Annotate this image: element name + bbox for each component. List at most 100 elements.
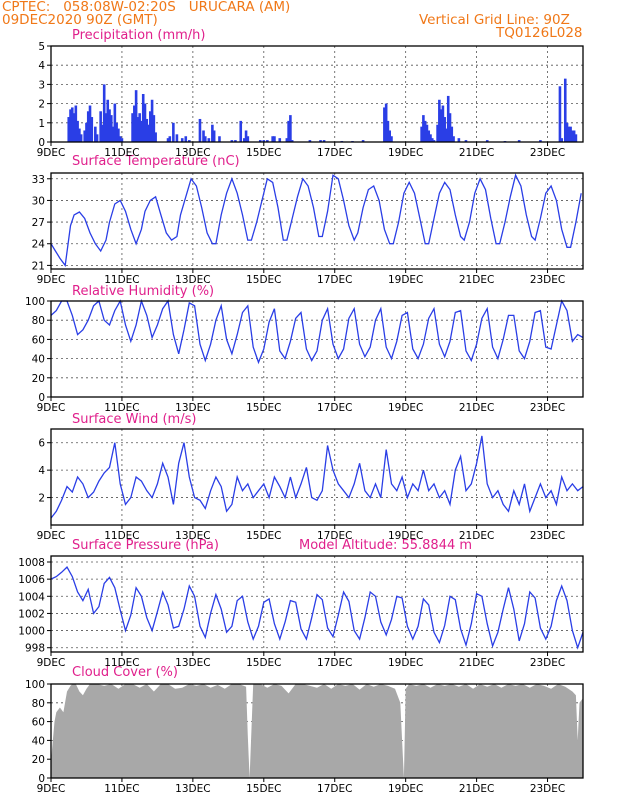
precip-bar <box>69 109 72 142</box>
precip-xtick-label: 15DEC <box>246 147 281 159</box>
rh-ytick-label: 80 <box>32 315 45 327</box>
precip-bar <box>149 111 152 142</box>
precip-bar <box>78 128 81 142</box>
precip-bar <box>118 136 122 142</box>
wind-ytick-label: 6 <box>38 438 45 450</box>
precip-bar <box>242 138 246 142</box>
precip-bar <box>244 130 248 142</box>
precip-bar <box>207 138 211 142</box>
pres-series-line <box>50 566 584 650</box>
precip-bar <box>558 86 562 142</box>
cloud-title: Cloud Cover (%) <box>72 665 178 680</box>
precip-bar <box>86 111 90 142</box>
wind-series-line <box>50 435 584 519</box>
precip-bar <box>76 120 79 142</box>
precip-bar <box>383 107 386 142</box>
precip-bar <box>111 126 115 142</box>
temp-xtick-label: 23DEC <box>530 274 565 286</box>
precip-bar <box>234 140 237 142</box>
rh-xtick-label: 19DEC <box>388 402 423 414</box>
precip-bar <box>143 103 147 142</box>
precip-bar <box>117 128 120 142</box>
rh-ytick-label: 40 <box>32 354 45 366</box>
precip-bar <box>131 113 134 142</box>
temp-ytick-label: 21 <box>32 260 45 272</box>
precip-bar <box>289 115 292 142</box>
cloud-panel: 0 20 40 60 80 100 9DEC 11DEC 13DEC 15DEC 17DEC 19DE… <box>25 679 584 795</box>
temp-panel: 21 24 27 30 33 9DEC 11DEC 13DEC 15DEC 17DEC 19DEC 2… <box>32 172 584 286</box>
precip-bar <box>152 115 156 142</box>
precip-bar <box>425 124 429 142</box>
precip-bar <box>147 124 150 142</box>
precip-bar <box>145 118 149 142</box>
precip-bar <box>427 130 431 142</box>
rh-series-line <box>50 298 584 365</box>
cloud-area <box>51 684 583 778</box>
precip-xtick-label: 13DEC <box>175 147 210 159</box>
precip-bar <box>134 90 138 142</box>
precip-bar <box>218 136 221 142</box>
cloud-xtick-label: 17DEC <box>317 783 352 795</box>
precip-bar <box>319 140 322 142</box>
precip-bar <box>539 140 542 142</box>
rh-ytick-label: 100 <box>25 296 45 308</box>
pres-ytick-label: 1002 <box>18 608 45 620</box>
cloud-ytick-label: 60 <box>32 717 45 729</box>
precip-bar <box>572 130 576 142</box>
precip-bar <box>565 122 569 142</box>
precip-bar <box>485 140 489 142</box>
cloud-frame <box>50 683 584 779</box>
precip-panel: 0 1 2 3 4 5 9DEC 11DEC 13DEC 15DEC 17DEC 19DEC 21DEC… <box>37 41 584 159</box>
precip-bar <box>445 128 448 142</box>
precip-bar <box>285 138 289 142</box>
rh-frame <box>50 300 584 398</box>
precip-bar <box>563 78 567 142</box>
precip-bar <box>138 113 141 142</box>
station-header: CPTEC: 058:08W-02:20S URUCARA (AM) <box>2 0 291 15</box>
precip-bar <box>430 138 434 142</box>
cloud-ytick-label: 0 <box>38 773 45 785</box>
cloud-xtick-label: 19DEC <box>388 783 423 795</box>
precip-bar <box>438 99 441 142</box>
precip-bar <box>569 126 572 142</box>
precip-bar <box>517 140 521 142</box>
cloud-xtick-label: 21DEC <box>459 783 494 795</box>
wind-xtick-label: 19DEC <box>388 530 423 542</box>
precip-bar <box>271 136 274 142</box>
pres-panel: 998 1000 1002 1004 1006 1008 9DEC 11DEC 13DEC 15D… <box>18 555 584 669</box>
precip-bar <box>67 117 71 142</box>
precip-bar <box>384 103 388 142</box>
precip-bar <box>211 124 214 142</box>
cloud-ytick-label: 80 <box>32 698 45 710</box>
temp-xtick-label: 13DEC <box>175 274 210 286</box>
precip-bar <box>150 99 154 142</box>
precip-bar <box>258 140 262 142</box>
precip-bar <box>106 99 110 142</box>
pres-xtick-label: 13DEC <box>175 657 210 669</box>
precip-bar <box>390 136 393 142</box>
cloud-xtick-label: 15DEC <box>246 783 281 795</box>
rh-xtick-label: 13DEC <box>175 402 210 414</box>
precip-bar <box>74 105 78 142</box>
temp-ytick-label: 24 <box>32 239 46 251</box>
precip-bar <box>446 95 450 142</box>
precip-bar <box>273 136 276 142</box>
wind-title: Surface Wind (m/s) <box>72 412 197 427</box>
wind-xtick-label: 15DEC <box>246 530 281 542</box>
precip-bar <box>72 113 76 142</box>
wind-panel: 2 4 6 9DEC 11DEC 13DEC 15DEC 17DEC 19DEC 21DEC 23D… <box>37 428 584 542</box>
temp-xtick-label: 11DEC <box>104 274 139 286</box>
precip-bar <box>101 124 104 142</box>
pres-xtick-label: 21DEC <box>459 657 494 669</box>
precip-bar <box>113 103 117 142</box>
wind-xtick-label: 11DEC <box>104 530 139 542</box>
precip-bar <box>457 138 461 142</box>
precip-xtick-label: 19DEC <box>388 147 423 159</box>
precip-bar <box>429 134 432 142</box>
precip-bar <box>287 120 290 142</box>
pres-frame <box>50 555 584 653</box>
precip-bar <box>108 109 111 142</box>
cloud-ytick-label: 20 <box>32 754 45 766</box>
pres-xtick-label: 19DEC <box>388 657 423 669</box>
precip-bar <box>436 124 439 142</box>
